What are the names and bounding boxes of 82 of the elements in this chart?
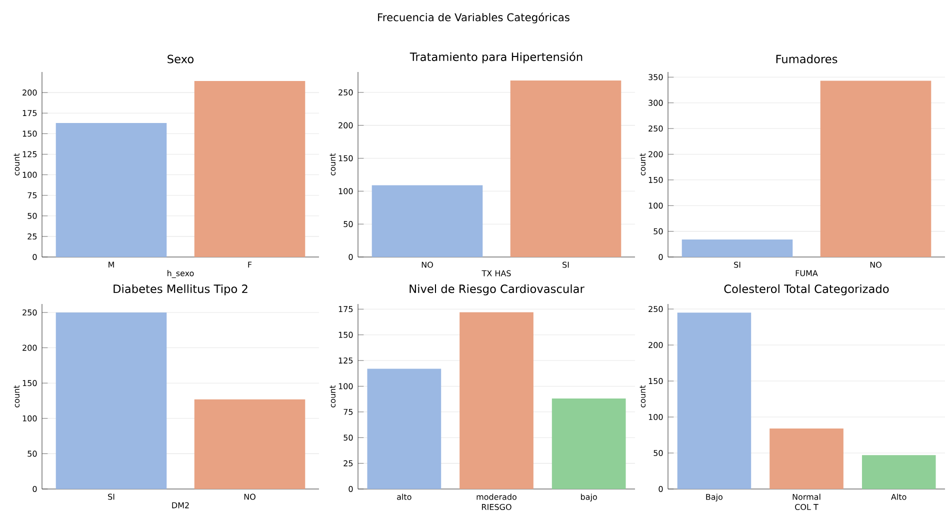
y-tick-label: 150 bbox=[648, 176, 663, 183]
x-axis-title: DM2 bbox=[172, 502, 189, 508]
y-tick-label: 0 bbox=[658, 486, 663, 492]
chart-title: Sexo bbox=[168, 54, 194, 64]
x-tick-label: Bajo bbox=[706, 493, 722, 502]
x-tick-label: NO bbox=[422, 261, 433, 268]
y-tick-label: 50 bbox=[344, 434, 353, 440]
y-tick-label: 0 bbox=[348, 486, 353, 492]
x-tick-label: SI bbox=[562, 261, 569, 268]
y-tick-label: 200 bbox=[648, 342, 663, 348]
y-tick-label: 100 bbox=[22, 415, 37, 422]
y-tick-label: 175 bbox=[338, 306, 353, 312]
y-tick-label: 150 bbox=[648, 378, 663, 384]
x-tick-label: SI bbox=[108, 493, 114, 500]
x-tick-label: Normal bbox=[792, 493, 820, 500]
bar bbox=[677, 312, 752, 489]
y-tick-label: 250 bbox=[648, 125, 663, 132]
x-axis-title: h_sexo bbox=[168, 270, 194, 278]
bar bbox=[552, 398, 626, 489]
y-tick-label: 0 bbox=[32, 486, 37, 492]
y-axis-title: count bbox=[330, 153, 336, 176]
y-tick-label: 50 bbox=[654, 228, 663, 234]
y-axis-title: count bbox=[14, 385, 20, 408]
y-tick-label: 200 bbox=[648, 150, 663, 158]
y-tick-label: 75 bbox=[28, 192, 37, 198]
y-tick-label: 250 bbox=[648, 306, 663, 312]
y-axis-title: count bbox=[330, 385, 336, 408]
text: Frecuencia de Variables Categóricas bbox=[378, 12, 570, 24]
y-tick-label: 50 bbox=[344, 220, 353, 227]
y-tick-label: 50 bbox=[654, 450, 663, 456]
y-tick-label: 200 bbox=[22, 344, 37, 351]
y-tick-label: 300 bbox=[648, 100, 663, 106]
x-axis-title: TX HAS bbox=[482, 270, 511, 276]
y-tick-label: 250 bbox=[338, 89, 353, 96]
x-axis-title: FUMA bbox=[796, 270, 818, 276]
y-tick-label: 0 bbox=[348, 254, 353, 260]
y-tick-label: 100 bbox=[338, 188, 353, 194]
x-axis-title: RIESGO bbox=[482, 504, 512, 510]
y-tick-label: 100 bbox=[648, 202, 663, 208]
y-tick-label: 200 bbox=[338, 122, 353, 128]
y-tick-label: 0 bbox=[32, 254, 37, 260]
y-tick-label: 100 bbox=[22, 172, 37, 178]
x-tick-label: SI bbox=[734, 261, 740, 268]
y-tick-label: 350 bbox=[648, 74, 663, 80]
x-tick-label: moderado bbox=[476, 493, 516, 500]
x-tick-label: NO bbox=[870, 261, 882, 268]
y-tick-label: 25 bbox=[344, 460, 353, 466]
y-tick-label: 0 bbox=[658, 254, 663, 260]
y-tick-label: 100 bbox=[338, 382, 353, 390]
chart-title: Diabetes Mellitus Tipo 2 bbox=[114, 284, 248, 296]
x-axis-title: COL T bbox=[795, 504, 818, 510]
y-axis-title: count bbox=[640, 153, 646, 176]
chart-title: Fumadores bbox=[776, 54, 838, 64]
bar bbox=[460, 312, 534, 489]
x-tick-label: Alto bbox=[891, 493, 906, 500]
x-tick-label: F bbox=[248, 261, 252, 268]
y-tick-label: 50 bbox=[28, 212, 37, 219]
y-tick-label: 25 bbox=[28, 233, 37, 240]
x-tick-label: alto bbox=[397, 493, 412, 500]
bar bbox=[367, 368, 442, 489]
y-tick-label: 75 bbox=[344, 408, 353, 415]
chart-title: Nivel de Riesgo Cardiovascular bbox=[410, 284, 584, 296]
bar bbox=[862, 454, 936, 489]
chart-title: Colesterol Total Categorizado bbox=[724, 284, 889, 296]
y-tick-label: 250 bbox=[22, 309, 37, 316]
y-axis-title: count bbox=[640, 385, 646, 408]
y-tick-label: 150 bbox=[338, 155, 353, 162]
y-tick-label: 175 bbox=[22, 110, 37, 116]
x-tick-label: bajo bbox=[581, 493, 597, 502]
y-tick-label: 125 bbox=[338, 357, 353, 364]
bar bbox=[770, 428, 844, 489]
y-tick-label: 150 bbox=[22, 130, 37, 136]
chart-title: Tratamiento para Hipertensión bbox=[410, 52, 582, 64]
y-tick-label: 125 bbox=[22, 150, 37, 158]
y-tick-label: 150 bbox=[22, 380, 37, 386]
y-tick-label: 100 bbox=[648, 414, 663, 420]
y-tick-label: 50 bbox=[28, 450, 37, 456]
y-tick-label: 150 bbox=[338, 332, 353, 338]
y-axis-title: count bbox=[14, 153, 20, 176]
x-tick-label: NO bbox=[244, 493, 256, 500]
x-tick-label: M bbox=[108, 261, 114, 268]
y-tick-label: 200 bbox=[22, 89, 37, 96]
